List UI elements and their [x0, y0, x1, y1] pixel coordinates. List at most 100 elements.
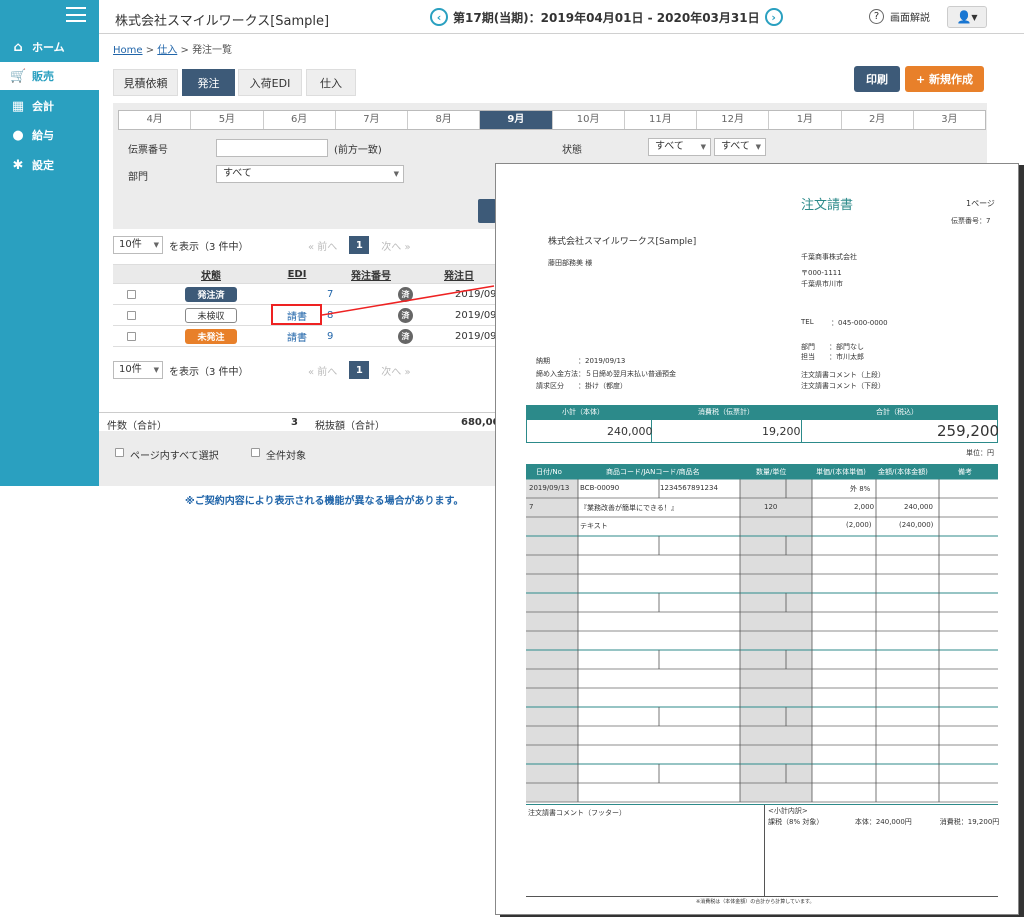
- help-link[interactable]: ? 画面解説: [869, 9, 930, 24]
- done-icon: 済: [398, 307, 413, 323]
- month-tab[interactable]: 11月: [625, 111, 697, 129]
- edi-acknowledgement-link[interactable]: 請書: [287, 311, 307, 323]
- order-number-link[interactable]: 7: [327, 288, 334, 300]
- doc-comment-top: 注文請書コメント（上段）: [801, 371, 885, 379]
- table-row: [113, 305, 149, 326]
- month-tab[interactable]: 5月: [191, 111, 264, 129]
- slip-number-label: 伝票番号: [128, 145, 168, 156]
- month-tab[interactable]: 8月: [408, 111, 481, 129]
- new-button[interactable]: + 新規作成: [905, 66, 984, 92]
- select-page-checkbox[interactable]: [115, 448, 124, 457]
- tab-receiving-edi[interactable]: 入荷EDI: [238, 69, 302, 96]
- month-tab[interactable]: 2月: [842, 111, 914, 129]
- items-header-price: 単価/(本体単価): [816, 468, 866, 476]
- select-all-checkbox[interactable]: [251, 448, 260, 457]
- header-order-number[interactable]: 発注番号: [321, 265, 421, 284]
- line2-name: 『業務改善が簡単にできる！』: [580, 504, 678, 512]
- doc-buyer-person: 藤田部務美 様: [548, 259, 593, 267]
- doc-footer-box: [526, 804, 998, 897]
- sidebar-item-sales[interactable]: 🛒 販売: [0, 62, 99, 90]
- status-label: 状態: [562, 145, 582, 156]
- purchase-acknowledgement-document: 注文請書 1ページ 伝票番号：7 株式会社スマイルワークス[Sample] 藤田…: [495, 163, 1019, 915]
- sidebar-item-settings[interactable]: ✱ 設定: [0, 151, 99, 179]
- month-tab[interactable]: 3月: [941, 114, 958, 125]
- print-button[interactable]: 印刷: [854, 66, 900, 92]
- prev-page-link[interactable]: « 前へ: [308, 366, 338, 378]
- user-menu-button[interactable]: 👤 ▼: [947, 6, 987, 28]
- line2-qty: 120: [764, 503, 778, 511]
- per-page-select[interactable]: 10件: [113, 236, 163, 254]
- status-badge: 未検収: [185, 307, 237, 323]
- home-icon: ⌂: [13, 39, 23, 55]
- month-tab[interactable]: 12月: [697, 111, 770, 129]
- edi-acknowledgement-link[interactable]: 請書: [287, 332, 307, 344]
- breadcrumb-purchase[interactable]: 仕入: [157, 45, 178, 56]
- header-edi[interactable]: EDI: [273, 265, 321, 284]
- tab-quote-request[interactable]: 見積依頼: [113, 69, 178, 96]
- page-number[interactable]: 1: [349, 236, 370, 254]
- doc-slip-number: 伝票番号：7: [951, 217, 991, 225]
- search-button[interactable]: [478, 199, 496, 223]
- tax-value: 19,200: [762, 425, 801, 438]
- tab-order[interactable]: 発注: [182, 69, 235, 96]
- next-page-link[interactable]: 次へ »: [381, 241, 411, 253]
- summary-bar: 件数（合計） 3 税抜額（合計） 680,00: [99, 412, 500, 432]
- sidebar-item-home[interactable]: ⌂ ホーム: [0, 33, 99, 61]
- month-tab[interactable]: 1月: [769, 111, 842, 129]
- money-bag-icon: ●: [12, 127, 24, 143]
- month-tab[interactable]: 4月: [119, 111, 192, 129]
- line3-amount: (240,000): [899, 521, 934, 529]
- bulk-actions-bar: ページ内すべて選択 全件対象: [99, 431, 497, 486]
- month-tab[interactable]: 7月: [336, 111, 408, 129]
- order-number-link[interactable]: 8: [327, 309, 334, 321]
- menu-icon[interactable]: [66, 7, 86, 22]
- month-tab[interactable]: 10月: [553, 111, 625, 129]
- doc-breakdown-title: <小計内訳>: [768, 807, 808, 815]
- doc-tax-class: 請求区分 ：掛け（都度）: [536, 382, 627, 390]
- slip-number-input[interactable]: [216, 139, 328, 157]
- order-date-cell: 2019/09/1: [421, 305, 506, 326]
- line1-date: 2019/09/13: [529, 484, 570, 492]
- breadcrumb-home[interactable]: Home: [113, 45, 143, 56]
- month-tab[interactable]: 6月: [264, 111, 336, 129]
- select-page-label: ページ内すべて選択: [130, 451, 219, 462]
- department-select[interactable]: すべて: [216, 165, 404, 183]
- sidebar-item-accounting[interactable]: ▦ 会計: [11, 98, 54, 114]
- count-label: 件数（合計）: [107, 421, 167, 432]
- doc-person: 担当 ：市川太郎: [801, 353, 864, 361]
- doc-delivery: 納期 ：2019/09/13: [536, 357, 626, 365]
- next-page-link[interactable]: 次へ »: [381, 366, 411, 378]
- page-number[interactable]: 1: [349, 361, 370, 379]
- line2-amount: 240,000: [904, 503, 933, 511]
- sidebar-item-payroll[interactable]: ● 給与: [0, 121, 99, 149]
- status-select-1[interactable]: すべて: [648, 138, 711, 156]
- doc-bottom-note: ※消費税は（本体金額）の合計から計算しています。: [696, 899, 815, 905]
- order-number-link[interactable]: 9: [327, 330, 334, 342]
- contract-notice: ※ご契約内容により表示される機能が異なる場合があります。: [185, 496, 464, 507]
- per-page-select[interactable]: 10件: [113, 361, 163, 379]
- tab-purchase[interactable]: 仕入: [306, 69, 356, 96]
- header-order-date[interactable]: 発注日: [421, 265, 497, 284]
- month-tab-active[interactable]: 9月: [480, 111, 553, 129]
- prev-period-icon[interactable]: ‹: [430, 8, 448, 26]
- items-header-date: 日付/No: [536, 468, 562, 476]
- order-date-cell: 2019/09/1: [421, 326, 506, 347]
- doc-comment-bottom: 注文請書コメント（下段）: [801, 382, 885, 390]
- doc-supplier-company: 千葉商事株式会社: [801, 253, 857, 261]
- row-checkbox[interactable]: [126, 331, 136, 341]
- select-all-label: 全件対象: [266, 451, 306, 462]
- row-checkbox[interactable]: [126, 289, 136, 299]
- header-status[interactable]: 状態: [149, 265, 273, 284]
- row-checkbox[interactable]: [126, 310, 136, 320]
- prev-page-link[interactable]: « 前へ: [308, 241, 338, 253]
- status-badge: 発注済: [185, 286, 237, 302]
- doc-page: 1ページ: [966, 199, 995, 208]
- status-select-2[interactable]: すべて: [714, 138, 766, 156]
- sidebar: ⌂ ホーム 🛒 販売 ▦ 会計 ● 給与 ✱ 設定: [0, 0, 99, 486]
- items-header: 日付/No 商品コード/JANコード/商品名 数量/単位 単価/(本体単価) 金…: [526, 464, 998, 479]
- breadcrumb: Home > 仕入 > 発注一覧: [113, 45, 233, 56]
- next-period-icon[interactable]: ›: [764, 8, 783, 26]
